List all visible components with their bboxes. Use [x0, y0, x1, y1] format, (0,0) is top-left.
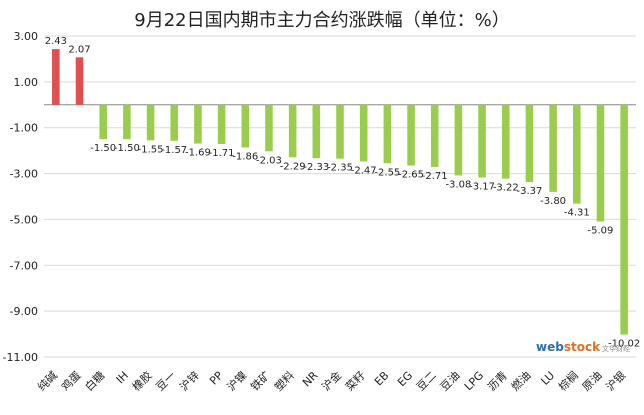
- data-label: -1.57: [161, 145, 187, 156]
- category-label: 豆油: [437, 368, 462, 393]
- category-label: LPG: [462, 369, 486, 393]
- data-label: -2.03: [256, 155, 282, 166]
- data-label: -2.55: [374, 167, 400, 178]
- bar: [52, 49, 60, 105]
- bar: [407, 104, 415, 166]
- watermark-brand-sub: 文华财经: [602, 345, 631, 353]
- bar: [620, 104, 628, 335]
- bar: [75, 57, 84, 105]
- data-label: 2.43: [45, 36, 67, 47]
- y-tick-label: -9.00: [10, 305, 38, 318]
- data-label: -3.17: [469, 181, 495, 192]
- bar: [194, 104, 202, 144]
- bar: [478, 104, 486, 178]
- y-tick-label: -11.00: [3, 351, 38, 364]
- category-label: 燃油: [508, 368, 533, 393]
- category-label: 塑料: [271, 368, 296, 393]
- data-label: -2.65: [398, 170, 424, 181]
- data-label: -5.09: [588, 225, 614, 236]
- watermark-brand-accent: stock: [563, 340, 601, 354]
- data-label: -2.71: [422, 171, 448, 182]
- category-label: 纯碱: [35, 369, 60, 394]
- bar: [336, 104, 344, 159]
- data-label: -1.55: [138, 144, 164, 155]
- category-label: PP: [207, 369, 226, 388]
- category-label: EG: [395, 369, 415, 389]
- category-label: 菜籽: [343, 369, 368, 394]
- data-label: -1.50: [114, 143, 140, 154]
- bar: [359, 104, 368, 162]
- data-label: 2.07: [68, 44, 90, 55]
- category-label: 沪银: [603, 368, 628, 393]
- category-label: LU: [538, 369, 557, 388]
- data-label: -2.29: [280, 161, 306, 172]
- bar: [170, 104, 179, 141]
- y-tick-label: -3.00: [10, 168, 38, 181]
- watermark-logo: webstock 文华财经: [536, 340, 630, 354]
- data-label: -3.08: [445, 179, 471, 190]
- data-label: -2.35: [327, 163, 353, 174]
- category-label: 豆二: [414, 369, 439, 394]
- bar: [146, 104, 155, 141]
- data-label: -2.47: [351, 165, 377, 176]
- bar: [454, 104, 463, 176]
- category-label: 沪锌: [177, 368, 202, 393]
- bar: [596, 104, 605, 222]
- bar: [525, 104, 534, 183]
- y-tick-label: -1.00: [10, 122, 38, 135]
- bar: [549, 104, 557, 192]
- category-label: EB: [372, 369, 391, 388]
- y-tick-label: 3.00: [14, 30, 39, 43]
- category-label: 白糖: [82, 368, 107, 393]
- data-label: -10.02: [608, 339, 640, 350]
- bar: [241, 104, 250, 148]
- category-label: 原油: [579, 368, 604, 393]
- bar: [430, 104, 439, 167]
- category-label: 铁矿: [248, 369, 273, 394]
- y-tick-label: -5.00: [10, 213, 38, 226]
- category-label: NR: [300, 369, 321, 390]
- category-label: IH: [114, 369, 131, 386]
- bar: [123, 104, 131, 140]
- bar: [573, 104, 581, 204]
- data-label: -3.80: [540, 196, 566, 207]
- category-label: 橡胶: [129, 368, 154, 393]
- data-label: -1.50: [90, 143, 116, 154]
- bar: [312, 104, 321, 159]
- bar: [99, 104, 107, 140]
- bars: [52, 49, 628, 335]
- data-label: -1.71: [209, 148, 235, 159]
- data-label: -1.69: [185, 148, 211, 159]
- data-label: -1.86: [232, 151, 258, 162]
- data-label: -2.33: [303, 162, 329, 173]
- category-label: 沪镍: [224, 368, 249, 393]
- data-label: -3.37: [517, 186, 543, 197]
- data-label: -4.31: [564, 208, 590, 219]
- bar: [501, 104, 510, 179]
- category-label: 豆一: [154, 369, 179, 394]
- y-axis-ticks: 3.00 1.00 -1.00 -3.00 -5.00 -7.00 -9.00 -11.00: [3, 30, 38, 364]
- bar: [217, 104, 226, 144]
- category-label: 鸡蛋: [58, 368, 83, 393]
- y-tick-label: -7.00: [10, 259, 38, 272]
- category-label: 沪金: [319, 368, 344, 393]
- data-labels: 2.432.07-1.50-1.50-1.55-1.57-1.69-1.71-1…: [45, 36, 641, 349]
- data-label: -3.22: [493, 183, 519, 194]
- category-label: 沥青: [485, 369, 510, 394]
- watermark-brand-main: web: [536, 340, 564, 354]
- chart-title: 9月22日国内期市主力合约涨跌幅（单位：%）: [134, 10, 510, 31]
- bar: [265, 104, 273, 152]
- bar: [383, 104, 392, 164]
- y-tick-label: 1.00: [14, 76, 39, 89]
- category-label: 棕榈: [555, 368, 580, 393]
- bar: [288, 104, 297, 158]
